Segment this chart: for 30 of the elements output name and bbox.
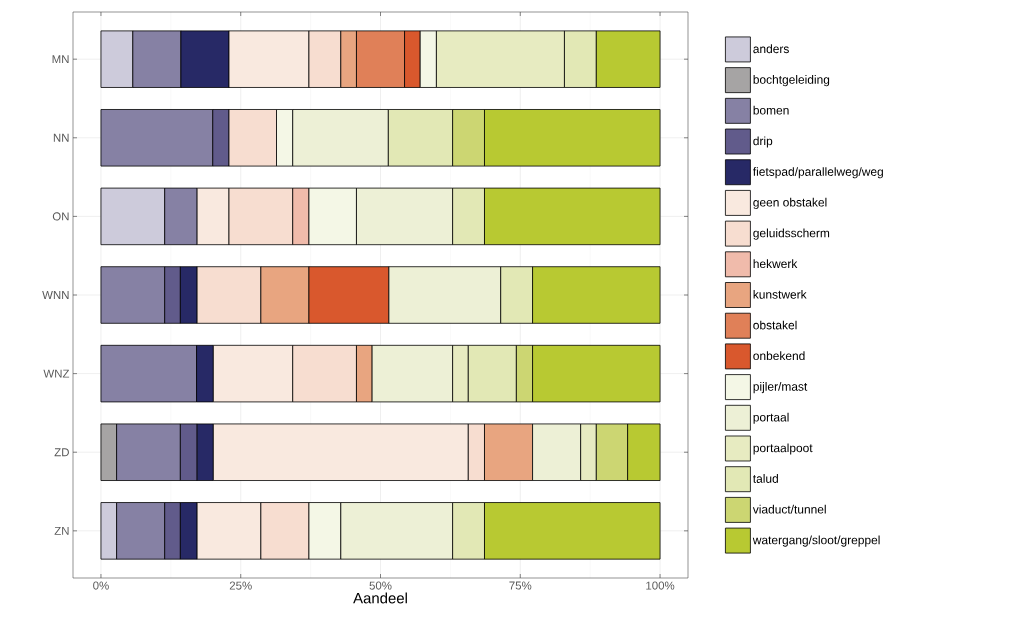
x-axis-title: Aandeel bbox=[353, 592, 407, 604]
legend-label: onbekend bbox=[753, 351, 805, 361]
legend-label: drip bbox=[753, 136, 773, 148]
x-tick-label: 100% bbox=[646, 581, 675, 590]
y-tick-label: MN bbox=[52, 55, 69, 64]
legend-label: hekwerk bbox=[753, 259, 798, 269]
legend-label: geen obstakel bbox=[753, 197, 827, 209]
y-tick-label: WNN bbox=[42, 291, 69, 299]
legend-label: kunstwerk bbox=[753, 289, 807, 299]
legend-label: viaduct/tunnel bbox=[752, 504, 826, 514]
y-tick-label: ZD bbox=[54, 448, 69, 457]
legend-label: obstakel bbox=[753, 320, 797, 330]
legend-label: bochtgeleiding bbox=[753, 75, 830, 87]
legend-label: pijler/mast bbox=[753, 382, 808, 394]
y-tick-label: ON bbox=[52, 212, 69, 221]
x-tick-label: 0% bbox=[93, 581, 109, 590]
legend-label: bomen bbox=[753, 105, 789, 115]
x-tick-label: 75% bbox=[509, 581, 532, 590]
legend-label: fietspad/parallelweg/weg bbox=[752, 167, 883, 179]
y-tick-label: WNZ bbox=[43, 369, 70, 378]
x-tick-label: 25% bbox=[229, 581, 252, 590]
legend-label: portaal bbox=[753, 412, 789, 424]
x-tick-label: 50% bbox=[369, 581, 392, 590]
legend-label: anders bbox=[753, 44, 789, 54]
legend-label: geluidsscherm bbox=[753, 228, 830, 240]
legend-label: watergang/sloot/greppel bbox=[752, 535, 880, 547]
y-tick-label: ZN bbox=[54, 526, 69, 535]
legend-label: portaalpoot bbox=[753, 443, 813, 455]
y-tick-label: NN bbox=[53, 133, 69, 142]
legend-label: talud bbox=[752, 474, 778, 483]
